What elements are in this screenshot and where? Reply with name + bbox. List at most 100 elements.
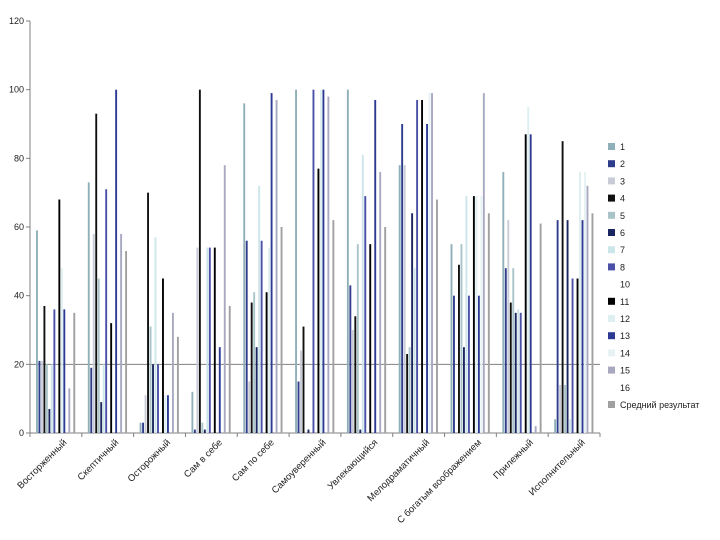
bar-7-6 bbox=[361, 154, 364, 433]
category-label: Сам в себе bbox=[182, 437, 225, 480]
bar-12-8 bbox=[475, 196, 478, 433]
bar-1-8 bbox=[450, 244, 453, 433]
legend-label: 10 bbox=[620, 280, 630, 290]
bar-5-3 bbox=[201, 422, 204, 433]
bar-8-10 bbox=[571, 278, 574, 433]
y-tick-label: 0 bbox=[19, 428, 24, 438]
bar-5-8 bbox=[460, 244, 463, 433]
bar-5-1 bbox=[97, 278, 100, 433]
bar-11-0 bbox=[58, 199, 61, 433]
y-tick-label: 20 bbox=[14, 359, 24, 369]
bar-2-10 bbox=[556, 220, 559, 433]
bar-11-4 bbox=[265, 292, 268, 433]
bar-12-9 bbox=[527, 106, 530, 433]
bar-8-0 bbox=[53, 309, 56, 433]
bar-6-5 bbox=[307, 429, 310, 433]
bar-13-4 bbox=[270, 93, 273, 433]
bar-1-7 bbox=[398, 165, 401, 433]
bar-3-1 bbox=[92, 233, 95, 433]
bar-4-8 bbox=[458, 264, 460, 433]
bar-1-9 bbox=[502, 172, 505, 434]
bar-3-4 bbox=[248, 381, 251, 433]
legend-swatch bbox=[608, 194, 615, 202]
legend-label: 5 bbox=[620, 211, 625, 221]
bar-11-10 bbox=[576, 278, 579, 433]
legend-label: 12 bbox=[620, 314, 630, 324]
bar-Средний-результат-4 bbox=[280, 227, 283, 433]
bar-6-8 bbox=[462, 347, 465, 433]
bar-11-9 bbox=[524, 134, 527, 434]
bar-11-7 bbox=[421, 99, 424, 433]
legend-swatch bbox=[608, 160, 615, 168]
legend-swatch bbox=[608, 229, 615, 236]
bar-8-7 bbox=[416, 99, 419, 433]
bar-12-2 bbox=[164, 395, 167, 433]
bar-Средний-результат-2 bbox=[176, 336, 179, 433]
bar-13-0 bbox=[63, 309, 66, 433]
y-tick-label: 40 bbox=[14, 291, 24, 301]
bar-2-7 bbox=[401, 124, 404, 433]
bar-8-1 bbox=[105, 189, 108, 433]
legend-label: 1 bbox=[620, 142, 625, 152]
y-tick-label: 80 bbox=[14, 153, 24, 163]
legend-swatch bbox=[608, 263, 615, 271]
bar-7-4 bbox=[258, 185, 261, 433]
legend-label: 16 bbox=[620, 383, 630, 393]
bar-3-9 bbox=[507, 220, 510, 433]
bar-15-6 bbox=[379, 172, 382, 434]
bar-1-5 bbox=[295, 89, 297, 434]
bar-8-8 bbox=[467, 295, 470, 433]
bar-4-3 bbox=[198, 89, 201, 434]
bar-12-10 bbox=[579, 172, 581, 434]
bar-1-2 bbox=[139, 422, 142, 433]
bar-11-3 bbox=[213, 247, 216, 433]
bar-7-7 bbox=[413, 268, 416, 433]
category-label: Скептичный bbox=[76, 437, 122, 483]
legend-label: Средний результат bbox=[620, 400, 699, 410]
legend-swatch bbox=[608, 366, 615, 374]
bar-7-9 bbox=[517, 309, 520, 433]
bar-12-0 bbox=[60, 268, 63, 433]
bar-4-0 bbox=[43, 305, 46, 433]
bar-6-1 bbox=[100, 402, 103, 433]
bar-Средний-результат-8 bbox=[487, 213, 490, 433]
bar-5-7 bbox=[408, 347, 411, 433]
legend-label: 2 bbox=[620, 159, 625, 169]
bar-15-8 bbox=[482, 93, 485, 433]
bar-5-9 bbox=[512, 268, 515, 433]
legend-swatch bbox=[608, 177, 615, 185]
category-label: Прилежный bbox=[491, 437, 535, 481]
bar-15-3 bbox=[223, 165, 226, 433]
bar-Средний-результат-3 bbox=[228, 305, 231, 433]
bar-15-10 bbox=[586, 185, 589, 433]
bar-13-10 bbox=[581, 220, 584, 433]
bar-1-1 bbox=[87, 182, 90, 433]
bar-3-10 bbox=[559, 384, 562, 433]
bar-Средний-результат-5 bbox=[332, 220, 335, 433]
legend-swatch bbox=[608, 211, 615, 219]
bar-3-7 bbox=[403, 165, 406, 433]
bar-1-10 bbox=[554, 419, 557, 433]
bar-6-9 bbox=[514, 312, 517, 433]
legend-swatch bbox=[608, 246, 615, 254]
bar-6-10 bbox=[566, 220, 569, 433]
bar-7-1 bbox=[102, 364, 105, 433]
legend-label: 3 bbox=[620, 176, 625, 186]
bar-2-0 bbox=[38, 360, 41, 433]
bar-13-7 bbox=[426, 124, 428, 433]
bar-8-9 bbox=[519, 312, 522, 433]
bar-15-9 bbox=[534, 426, 537, 433]
bar-Средний-результат-6 bbox=[384, 227, 387, 433]
bar-15-1 bbox=[120, 233, 123, 433]
bar-13-9 bbox=[529, 134, 532, 434]
bar-15-2 bbox=[171, 312, 174, 433]
legend-swatch bbox=[608, 349, 615, 357]
bar-1-6 bbox=[346, 89, 349, 434]
legend-swatch bbox=[608, 143, 615, 150]
legend-label: 8 bbox=[620, 262, 625, 272]
bar-5-0 bbox=[45, 364, 48, 433]
bar-14-10 bbox=[584, 172, 586, 434]
bar-3-6 bbox=[351, 330, 354, 433]
bar-Средний-результат-10 bbox=[591, 213, 594, 433]
